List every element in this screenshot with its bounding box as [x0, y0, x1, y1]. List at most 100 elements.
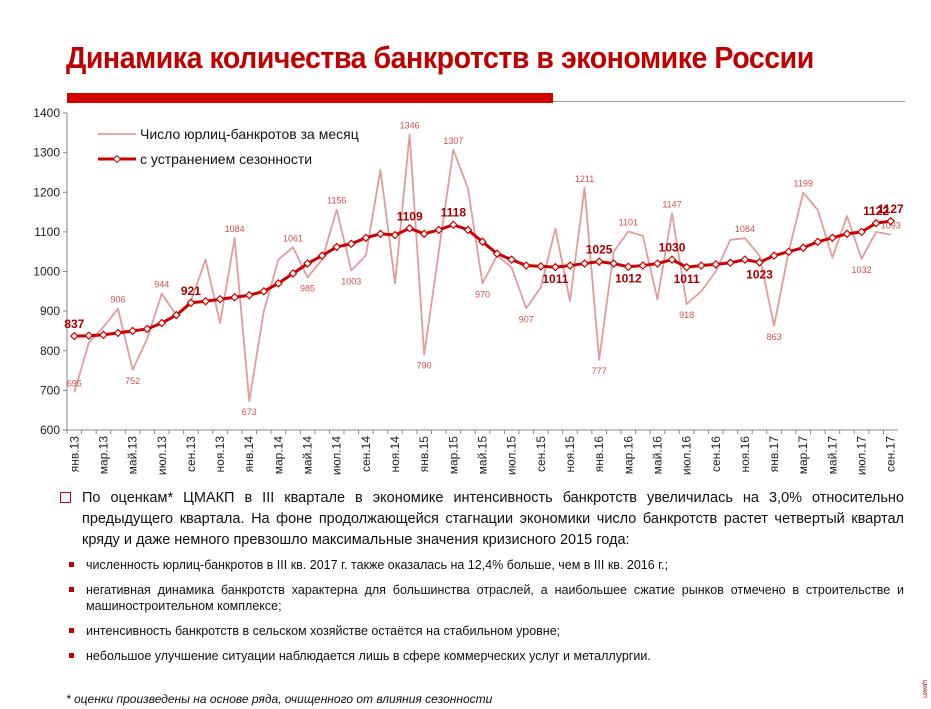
x-tick-label: ноя.13 [213, 436, 227, 473]
data-label: 906 [111, 295, 126, 305]
legend-marker [112, 154, 122, 164]
y-tick-label: 900 [40, 304, 60, 318]
data-label: 1147 [662, 199, 681, 209]
point-marker [682, 262, 691, 272]
point-marker [186, 298, 196, 308]
point-marker [609, 259, 619, 268]
point-marker [230, 292, 240, 302]
point-marker [419, 229, 429, 239]
x-tick-label: сен.15 [534, 436, 548, 472]
data-label: 970 [475, 289, 490, 299]
data-label: 1003 [341, 276, 361, 286]
x-tick-label: янв.17 [767, 436, 781, 473]
point-marker [361, 233, 371, 243]
slide-title: Динамика количества банкротств в экономи… [66, 40, 814, 75]
point-marker [521, 261, 531, 270]
sub-bullet: негативная динамика банкротств характерн… [58, 582, 904, 614]
data-label: 918 [679, 310, 694, 320]
data-label: 1122 [863, 204, 889, 218]
y-tick-label: 1100 [34, 225, 60, 239]
data-label: 1346 [400, 120, 420, 130]
data-label: 1023 [746, 267, 773, 281]
text-block: По оценкам* ЦМАКП в III квартале в эконо… [58, 488, 904, 673]
data-label: 1084 [735, 224, 755, 234]
point-marker [565, 261, 575, 270]
y-tick-label: 600 [40, 423, 60, 437]
point-marker [725, 258, 735, 268]
point-marker [99, 330, 108, 340]
data-label: 752 [125, 376, 140, 386]
point-marker [667, 255, 677, 264]
data-label: 1199 [794, 179, 813, 189]
x-tick-label: сен.16 [709, 436, 723, 472]
data-label: 1032 [852, 265, 872, 275]
data-label: 1127 [878, 202, 904, 216]
data-label: 1011 [542, 272, 568, 286]
data-label: 1012 [615, 272, 642, 286]
point-marker [303, 259, 312, 268]
x-tick-label: июл.14 [330, 436, 344, 475]
sub-bullets: численность юрлиц-банкротов в III кв. 20… [58, 557, 904, 664]
data-label: 1109 [397, 209, 423, 223]
series-line [73, 133, 891, 402]
main-bullet: По оценкам* ЦМАКП в III квартале в эконо… [58, 488, 904, 551]
point-marker [711, 260, 721, 269]
chart: 600 700 800 900 1000 1100 1200 1300 1400 янв.13 ма… [33, 106, 904, 475]
point-marker [113, 328, 123, 338]
point-marker [434, 225, 444, 235]
point-marker [507, 255, 517, 264]
point-marker [405, 223, 414, 233]
title-bar [67, 93, 553, 103]
sub-bullet: небольшое улучшение ситуации наблюдается… [58, 648, 904, 664]
point-marker [157, 318, 167, 328]
x-tick-label: май.13 [126, 436, 140, 475]
data-label: 1030 [659, 241, 686, 255]
point-marker [448, 220, 458, 230]
point-marker [594, 257, 604, 266]
y-tick-label: 800 [40, 344, 60, 358]
point-marker [376, 229, 385, 239]
point-marker [536, 262, 546, 271]
point-marker [813, 237, 823, 247]
point-marker [463, 225, 473, 235]
point-marker [288, 269, 298, 278]
point-marker [755, 258, 764, 267]
x-tick-label: июл.16 [680, 436, 694, 475]
data-label: 695 [67, 378, 82, 388]
x-tick-label: ноя.16 [738, 436, 752, 473]
data-label: 1084 [225, 224, 245, 234]
x-tick-label: июл.15 [505, 436, 519, 475]
legend-label: с устранением сезонности [140, 151, 312, 167]
point-marker [580, 259, 589, 268]
data-label: 1011 [674, 272, 700, 286]
x-tick-label: мар.13 [96, 436, 110, 475]
y-tick-label: 1300 [33, 146, 60, 160]
x-tick-label: мар.14 [271, 436, 285, 475]
data-label: 907 [519, 314, 534, 324]
point-marker [798, 243, 808, 253]
title-rule [553, 101, 905, 102]
data-label: 1101 [619, 217, 638, 227]
x-tick-label: мар.16 [621, 436, 635, 475]
point-marker [390, 230, 400, 240]
point-marker [317, 251, 327, 260]
point-marker [492, 249, 502, 259]
point-marker [215, 294, 225, 304]
x-tick-label: май.14 [301, 436, 315, 475]
point-marker [171, 310, 181, 320]
data-label: 790 [417, 361, 432, 371]
point-marker [842, 229, 852, 239]
sub-bullet: интенсивность банкротств в сельском хозя… [58, 623, 904, 639]
point-marker [696, 261, 706, 270]
point-marker [69, 331, 79, 341]
legend-label: Число юрлиц-банкротов за месяц [140, 126, 359, 142]
point-marker [84, 331, 94, 341]
data-label: 1093 [881, 221, 901, 231]
point-marker [740, 255, 750, 264]
x-tick-label: янв.16 [592, 436, 606, 473]
x-tick-label: июл.13 [155, 436, 169, 475]
data-label: 1211 [575, 174, 594, 184]
y-tick-label: 1400 [33, 106, 60, 120]
data-label: 673 [242, 407, 257, 417]
point-marker [259, 286, 269, 296]
